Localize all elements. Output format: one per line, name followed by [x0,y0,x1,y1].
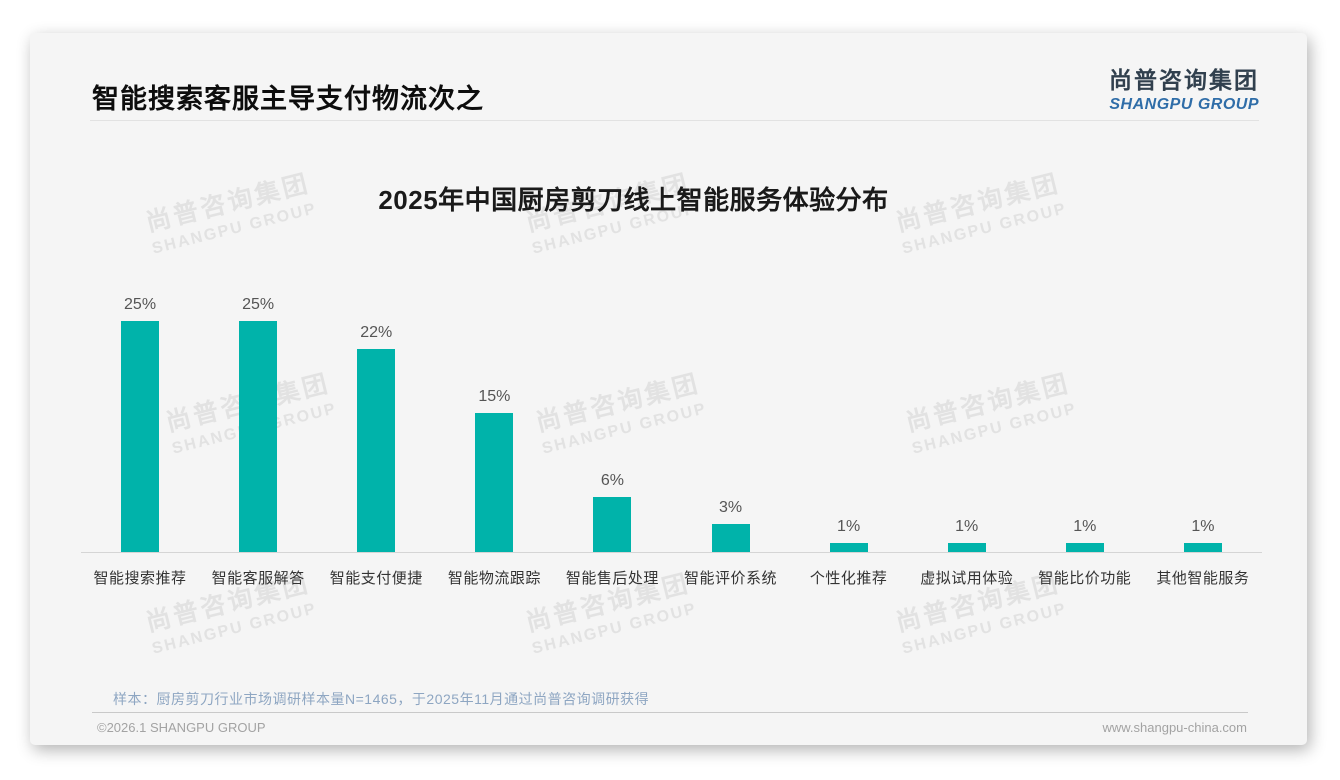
bar [475,413,514,552]
bar-column: 3% [671,293,789,552]
slide-footer: ©2026.1 SHANGPU GROUP www.shangpu-china.… [97,720,1247,735]
bar-value-label: 3% [718,499,743,517]
bar-column: 25% [81,293,199,552]
bar-value-label: 25% [124,296,157,313]
bar-value-label: 1% [955,517,979,535]
bar-value-label: 25% [242,296,275,313]
category-label: 其他智能服务 [1156,570,1250,587]
bar-column: 1% [908,293,1026,552]
company-logo: 尚普咨询集团 SHANGPU GROUP [1109,61,1259,114]
bar-column: 1% [1026,293,1144,552]
category-label: 虚拟试用体验 [920,570,1014,587]
category-label: 智能售后处理 [565,570,659,587]
bar-value-label: 1% [1191,517,1215,535]
bar [829,542,868,552]
category-label: 智能比价功能 [1038,570,1132,587]
bar-column: 1% [1144,293,1262,552]
bar-value-label: 1% [1073,517,1097,535]
bar-column: 1% [790,293,908,552]
footer-divider [92,712,1248,713]
category-label: 智能物流跟踪 [447,570,541,587]
bar [1065,542,1104,552]
category-label: 智能搜索推荐 [93,570,187,587]
bar [121,321,160,552]
category-label: 个性化推荐 [809,570,888,587]
slide-content: 智能搜索客服主导支付物流次之 尚普咨询集团 SHANGPU GROUP 2025… [30,33,1307,745]
bar-value-label: 6% [600,471,624,489]
website-url: www.shangpu-china.com [1102,720,1247,735]
bar-value-label: 1% [837,517,861,535]
page-title: 智能搜索客服主导支付物流次之 [92,84,484,114]
slide-card: 尚普咨询集团 SHANGPU GROUP 尚普咨询集团 SHANGPU GROUP 尚普… [30,33,1307,745]
bar-value-label: 15% [478,388,511,406]
logo-chinese-text: 尚普咨询集团 [1109,67,1259,93]
chart-category-axis: 智能搜索推荐 智能客服解答 智能支付便捷 智能物流跟踪 智能售后处理 智能评价系统 个性化推… [81,567,1262,588]
category-label: 智能支付便捷 [329,570,423,587]
category-label: 智能客服解答 [211,570,305,587]
bar-column: 15% [435,293,553,552]
header-divider [90,120,1259,121]
bar-column: 25% [199,293,317,552]
copyright-text: ©2026.1 SHANGPU GROUP [97,720,266,735]
bar [947,542,986,552]
bar [1183,542,1222,552]
bar-value-label: 22% [360,323,393,341]
bar-column: 22% [317,293,435,552]
logo-english-text: SHANGPU GROUP [1109,96,1259,113]
chart-plot-area: 25% 25% 22% 15% 6% 3% 1% 1% 1% 1% [81,293,1262,553]
bar [357,348,396,552]
bar-column: 6% [553,293,671,552]
bar [593,496,632,552]
bar [239,321,278,552]
chart-title: 2025年中国厨房剪刀线上智能服务体验分布 [378,185,889,215]
sample-footnote: 样本：厨房剪刀行业市场调研样本量N=1465，于2025年11月通过尚普咨询调研… [113,691,650,707]
bar [711,524,750,552]
category-label: 智能评价系统 [684,570,778,587]
